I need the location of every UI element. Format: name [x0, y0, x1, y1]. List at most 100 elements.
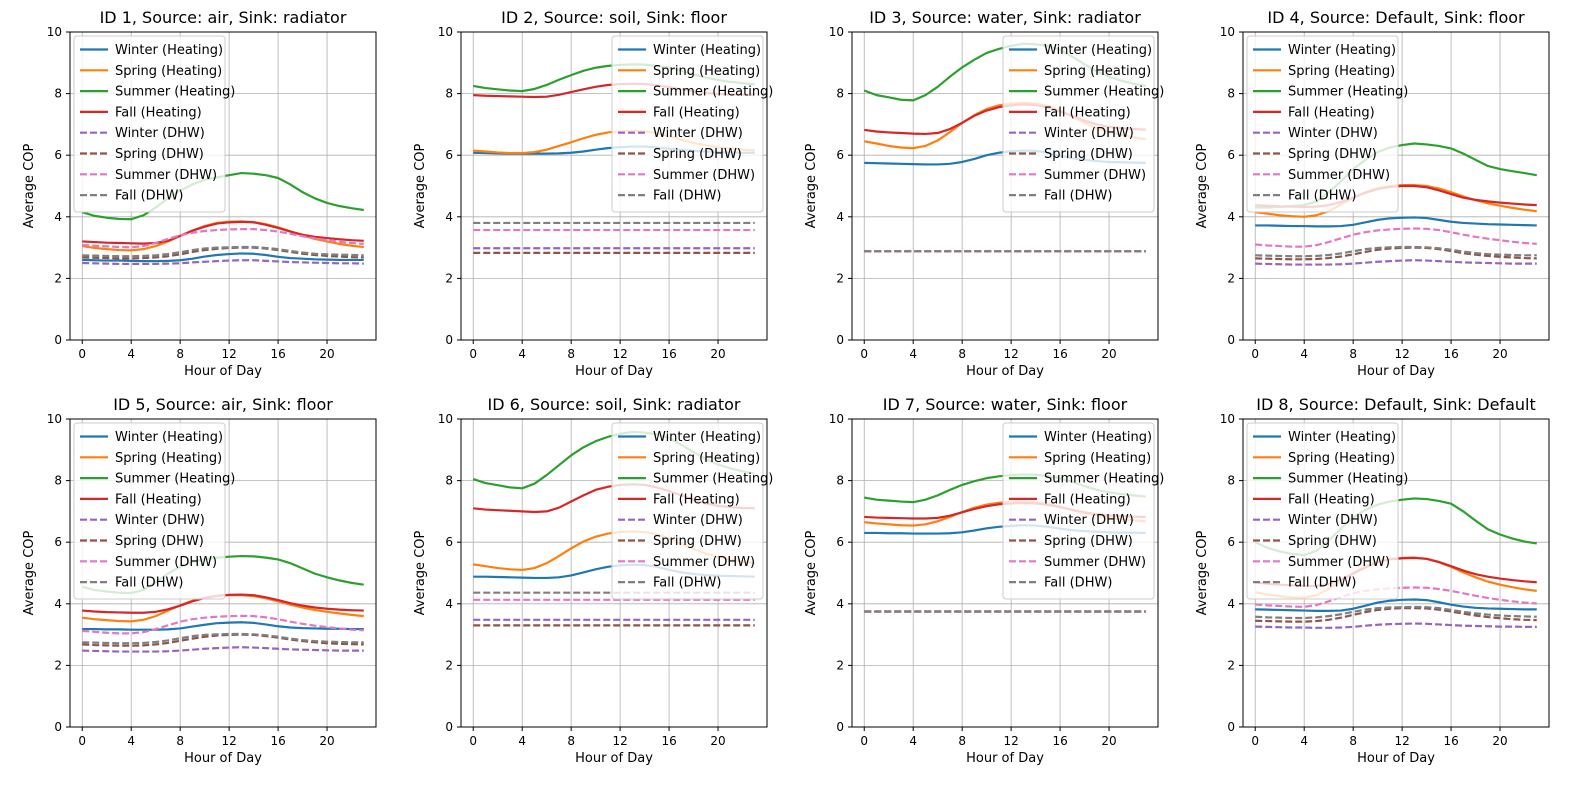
legend-label: Fall (DHW): [1044, 576, 1112, 591]
chart-title: ID 7, Source: water, Sink: floor: [883, 395, 1128, 414]
legend-label: Spring (DHW): [653, 147, 742, 162]
y-tick-label: 4: [54, 597, 62, 611]
series-line-winter-heating: [82, 621, 364, 631]
y-tick-label: 8: [445, 87, 453, 101]
chart-title: ID 2, Source: soil, Sink: floor: [501, 8, 727, 27]
legend-box: [1246, 422, 1399, 600]
legend-label: Summer (DHW): [115, 555, 217, 570]
x-tick-label: 16: [1052, 347, 1067, 361]
y-tick-label: 0: [54, 720, 62, 734]
y-tick-label: 2: [54, 271, 62, 285]
series-line-summer-dhw: [82, 614, 364, 635]
y-tick-label: 4: [445, 597, 453, 611]
y-tick-label: 10: [47, 25, 62, 39]
y-tick-label: 8: [1227, 87, 1235, 101]
x-axis-label: Hour of Day: [966, 364, 1044, 379]
chart-title: ID 1, Source: air, Sink: radiator: [100, 8, 347, 27]
series-line-winter-heating: [1255, 216, 1537, 228]
y-tick-label: 6: [445, 148, 453, 162]
legend-label: Summer (DHW): [115, 168, 217, 183]
x-tick-label: 20: [1101, 347, 1116, 361]
chart-title: ID 5, Source: air, Sink: floor: [113, 395, 333, 414]
x-tick-label: 0: [1251, 347, 1259, 361]
axes-frame: [1242, 418, 1550, 728]
x-tick-label: 8: [567, 734, 575, 748]
series-line-fall-dhw: [82, 245, 364, 258]
legend: Winter (Heating) Spring (Heating) Summer (…: [1002, 422, 1164, 600]
y-tick-label: 4: [836, 597, 844, 611]
axes-frame: [460, 418, 768, 728]
legend-box: [1002, 35, 1155, 213]
x-tick-label: 8: [958, 347, 966, 361]
x-tick-label: 8: [567, 347, 575, 361]
legend-label: Spring (Heating): [1288, 64, 1395, 79]
legend-label: Spring (DHW): [115, 534, 204, 549]
legend-label: Summer (Heating): [1288, 472, 1408, 487]
legend-label: Summer (DHW): [1044, 168, 1146, 183]
series-line-fall-dhw: [1255, 245, 1537, 258]
legend-label: Fall (DHW): [115, 189, 183, 204]
x-tick-label: 4: [1300, 734, 1308, 748]
chart-title: ID 3, Source: water, Sink: radiator: [869, 8, 1141, 27]
y-tick-label: 10: [829, 25, 844, 39]
legend-box: [611, 422, 764, 600]
axes-frame: [851, 31, 1159, 341]
y-tick-label: 8: [54, 474, 62, 488]
legend-label: Spring (Heating): [115, 64, 222, 79]
y-tick-label: 2: [1227, 658, 1235, 672]
x-tick-label: 12: [1003, 734, 1018, 748]
y-tick-label: 10: [47, 412, 62, 426]
x-tick-label: 0: [78, 734, 86, 748]
y-axis-label: Average COP: [413, 144, 428, 229]
chart-title: ID 6, Source: soil, Sink: radiator: [487, 395, 740, 414]
series-line-fall-dhw: [82, 632, 364, 645]
legend: Winter (Heating) Spring (Heating) Summer (…: [1002, 35, 1164, 213]
x-axis-label: Hour of Day: [575, 751, 653, 766]
x-tick-label: 8: [1349, 734, 1357, 748]
legend-label: Winter (DHW): [1044, 513, 1134, 528]
x-tick-label: 0: [78, 347, 86, 361]
x-tick-label: 0: [860, 347, 868, 361]
x-tick-label: 0: [469, 347, 477, 361]
legend-label: Fall (DHW): [115, 576, 183, 591]
legend-label: Fall (Heating): [1044, 492, 1131, 507]
legend-label: Summer (Heating): [115, 472, 235, 487]
x-tick-label: 0: [860, 734, 868, 748]
subplot-2: 0 4 8 12 16 20 0 2 4 6 8 10 ID 2, Source: soil, Sink…: [413, 8, 773, 379]
axes-frame: [460, 31, 768, 341]
legend: Winter (Heating) Spring (Heating) Summer (…: [1246, 422, 1408, 600]
legend-label: Spring (DHW): [1044, 534, 1133, 549]
legend-label: Winter (Heating): [1288, 43, 1396, 58]
y-tick-label: 6: [1227, 148, 1235, 162]
subplot-1: 0 4 8 12 16 20 0 2 4 6 8 10 ID 1, Source: air, Sink:…: [22, 8, 377, 379]
y-axis-label: Average COP: [22, 144, 37, 229]
series-line-fall-dhw: [1255, 605, 1537, 620]
x-tick-label: 4: [909, 347, 917, 361]
series-line-summer-dhw: [82, 228, 364, 249]
y-tick-label: 2: [445, 658, 453, 672]
x-tick-label: 12: [1003, 347, 1018, 361]
x-tick-label: 20: [319, 347, 334, 361]
x-axis-label: Hour of Day: [184, 751, 262, 766]
y-tick-label: 8: [54, 87, 62, 101]
legend-label: Winter (DHW): [115, 126, 205, 141]
legend-label: Fall (Heating): [653, 492, 740, 507]
y-axis-label: Average COP: [22, 531, 37, 616]
y-tick-label: 0: [836, 333, 844, 347]
y-tick-label: 0: [445, 720, 453, 734]
series-line-fall-heating: [82, 220, 364, 245]
legend-label: Summer (Heating): [653, 472, 773, 487]
series-line-winter-dhw: [1255, 622, 1537, 629]
legend-box: [1246, 35, 1399, 213]
legend-label: Winter (DHW): [1288, 513, 1378, 528]
y-tick-label: 6: [836, 148, 844, 162]
y-axis-label: Average COP: [804, 144, 819, 229]
chart-title: ID 8, Source: Default, Sink: Default: [1256, 395, 1535, 414]
legend-label: Summer (Heating): [1288, 85, 1408, 100]
y-tick-label: 10: [1220, 25, 1235, 39]
y-tick-label: 8: [445, 474, 453, 488]
x-axis-label: Hour of Day: [966, 751, 1044, 766]
legend-label: Spring (Heating): [1044, 451, 1151, 466]
legend-label: Fall (Heating): [1044, 105, 1131, 120]
